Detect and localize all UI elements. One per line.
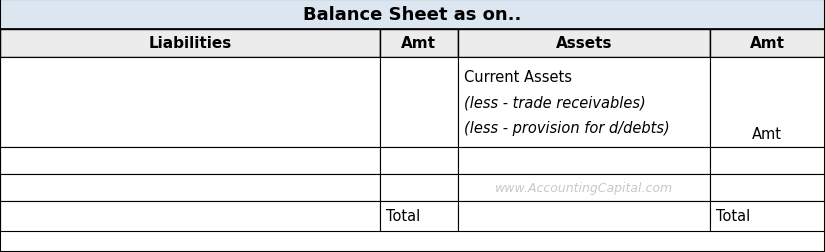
Text: (less - provision for d/debts): (less - provision for d/debts) xyxy=(464,120,669,135)
Bar xyxy=(380,147,458,174)
Text: Liabilities: Liabilities xyxy=(148,36,231,51)
Text: (less - trade receivables): (less - trade receivables) xyxy=(464,95,645,110)
Bar xyxy=(380,58,458,147)
Bar xyxy=(458,174,710,201)
Text: Amt: Amt xyxy=(752,127,782,141)
Bar xyxy=(0,30,380,58)
Bar xyxy=(710,147,825,174)
Bar xyxy=(710,201,825,231)
Text: Current Assets: Current Assets xyxy=(464,70,572,85)
Bar xyxy=(0,0,825,30)
Bar xyxy=(380,30,458,58)
Text: Amt: Amt xyxy=(750,36,785,51)
Bar xyxy=(710,30,825,58)
Bar xyxy=(458,147,710,174)
Bar xyxy=(710,58,825,147)
Bar xyxy=(380,174,458,201)
Bar xyxy=(458,30,710,58)
Text: Total: Total xyxy=(716,209,751,224)
Bar xyxy=(0,174,380,201)
Text: Total: Total xyxy=(386,209,421,224)
Bar xyxy=(0,58,380,147)
Text: www.AccountingCapital.com: www.AccountingCapital.com xyxy=(495,181,672,194)
Bar xyxy=(458,201,710,231)
Bar xyxy=(0,147,380,174)
Text: Balance Sheet as on..: Balance Sheet as on.. xyxy=(304,6,521,24)
Bar xyxy=(0,201,380,231)
Bar xyxy=(380,201,458,231)
Bar xyxy=(458,58,710,147)
Text: Amt: Amt xyxy=(401,36,436,51)
Bar xyxy=(710,174,825,201)
Text: Assets: Assets xyxy=(555,36,612,51)
